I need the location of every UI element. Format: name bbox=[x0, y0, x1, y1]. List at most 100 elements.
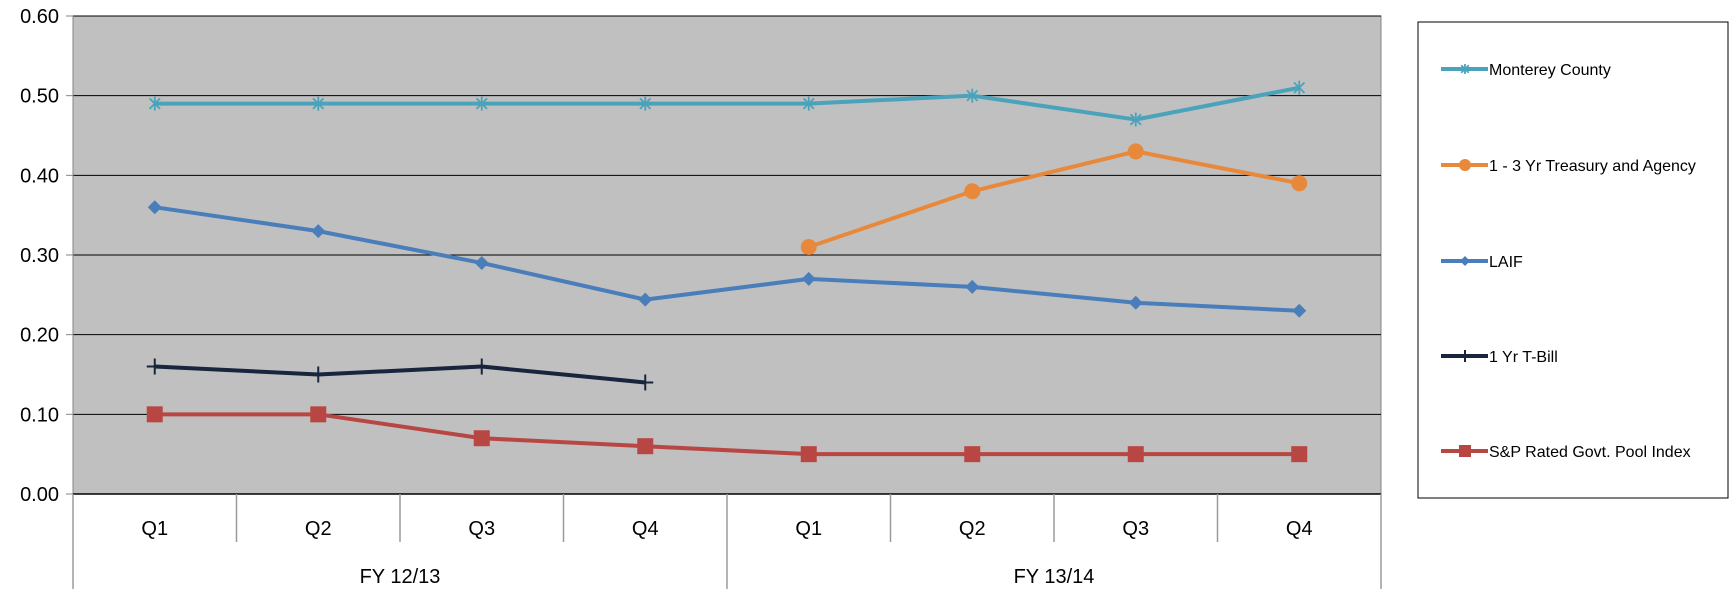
marker-circle bbox=[964, 183, 981, 200]
data-point bbox=[148, 96, 161, 111]
data-point bbox=[966, 88, 979, 103]
legend-marker bbox=[1460, 256, 1470, 266]
data-point bbox=[147, 200, 162, 215]
data-point bbox=[638, 292, 653, 307]
data-point bbox=[964, 183, 981, 200]
data-point bbox=[146, 406, 163, 423]
marker-square bbox=[310, 406, 327, 423]
marker-diamond bbox=[311, 224, 326, 239]
legend-item: Monterey County bbox=[1441, 62, 1611, 79]
data-point bbox=[475, 96, 488, 111]
data-point bbox=[637, 374, 654, 391]
data-point bbox=[637, 438, 654, 455]
marker-diamond bbox=[801, 271, 816, 286]
y-tick-label: 0.50 bbox=[20, 86, 59, 108]
data-point bbox=[639, 96, 652, 111]
data-point bbox=[801, 271, 816, 286]
series-line bbox=[808, 149, 1300, 249]
legend-item: 1 Yr T-Bill bbox=[1441, 349, 1558, 366]
y-tick-label: 0.10 bbox=[20, 404, 59, 426]
marker-diamond bbox=[638, 292, 653, 307]
marker-diamond bbox=[147, 200, 162, 215]
data-point bbox=[146, 358, 163, 375]
x-tick-label: Q3 bbox=[1122, 518, 1149, 540]
x-tick-label: Q2 bbox=[305, 518, 332, 540]
marker-diamond bbox=[1128, 295, 1143, 310]
data-point bbox=[800, 446, 817, 463]
legend-item: S&P Rated Govt. Pool Index bbox=[1441, 444, 1691, 461]
axes: 0.00 0.10 0.20 0.30 0.40 0.50 0.60 Q1 Q2 Q3 Q4 Q1 Q2… bbox=[20, 6, 1382, 589]
legend: Monterey County 1 - 3 Yr Treasury and Age… bbox=[1417, 21, 1729, 499]
marker-circle bbox=[1291, 175, 1308, 192]
series-group bbox=[146, 80, 1308, 463]
legend-item: 1 - 3 Yr Treasury and Agency bbox=[1441, 158, 1696, 175]
marker-diamond bbox=[965, 279, 980, 294]
data-point bbox=[473, 358, 490, 375]
data-point bbox=[965, 279, 980, 294]
x-group-label: FY 13/14 bbox=[1014, 566, 1095, 588]
data-point bbox=[310, 406, 327, 423]
series-3 bbox=[146, 358, 654, 391]
x-tick-label: Q1 bbox=[795, 518, 822, 540]
marker-square bbox=[146, 406, 163, 423]
legend-item: LAIF bbox=[1441, 254, 1523, 271]
plot-area bbox=[72, 15, 1382, 495]
legend-marker bbox=[1460, 64, 1470, 74]
data-point bbox=[800, 239, 817, 256]
series-0 bbox=[148, 80, 1306, 127]
data-point bbox=[473, 430, 490, 447]
marker-square bbox=[800, 446, 817, 463]
legend-marker bbox=[1459, 445, 1471, 457]
data-point bbox=[311, 224, 326, 239]
y-tick-label: 0.30 bbox=[20, 245, 59, 267]
marker-diamond bbox=[474, 255, 489, 270]
legend-label: S&P Rated Govt. Pool Index bbox=[1489, 444, 1691, 461]
series-line bbox=[154, 412, 1300, 457]
marker-diamond bbox=[1292, 303, 1307, 318]
data-point bbox=[1292, 303, 1307, 318]
marker-square bbox=[964, 446, 981, 463]
marker-square bbox=[637, 438, 654, 455]
data-point bbox=[1291, 175, 1308, 192]
legend-label: LAIF bbox=[1489, 254, 1523, 271]
x-tick-label: Q3 bbox=[468, 518, 495, 540]
marker-diamond bbox=[1460, 256, 1470, 266]
marker-circle bbox=[1459, 159, 1471, 171]
legend-label: Monterey County bbox=[1489, 62, 1611, 79]
y-tick-label: 0.00 bbox=[20, 484, 59, 506]
x-tick-label: Q2 bbox=[959, 518, 986, 540]
data-point bbox=[1291, 446, 1308, 463]
marker-square bbox=[473, 430, 490, 447]
data-point bbox=[1128, 295, 1143, 310]
legend-label: 1 - 3 Yr Treasury and Agency bbox=[1489, 158, 1696, 175]
series-line bbox=[154, 205, 1300, 313]
series-4 bbox=[146, 406, 1308, 463]
data-point bbox=[1127, 143, 1144, 160]
series-line bbox=[154, 364, 646, 385]
marker-square bbox=[1291, 446, 1308, 463]
x-tick-label: Q4 bbox=[632, 518, 659, 540]
data-point bbox=[1129, 112, 1142, 127]
y-tick-label: 0.40 bbox=[20, 165, 59, 187]
x-tick-label: Q4 bbox=[1286, 518, 1313, 540]
data-point bbox=[802, 96, 815, 111]
data-point bbox=[1293, 80, 1306, 95]
data-point bbox=[1127, 446, 1144, 463]
data-point bbox=[474, 255, 489, 270]
marker-circle bbox=[1127, 143, 1144, 160]
series-line bbox=[154, 85, 1300, 122]
legend-label: 1 Yr T-Bill bbox=[1489, 349, 1558, 366]
x-group-label: FY 12/13 bbox=[360, 566, 441, 588]
data-point bbox=[964, 446, 981, 463]
x-tick-label: Q1 bbox=[141, 518, 168, 540]
marker-circle bbox=[800, 239, 817, 256]
series-2 bbox=[147, 200, 1307, 318]
series-1 bbox=[800, 143, 1308, 256]
y-tick-label: 0.20 bbox=[20, 325, 59, 347]
legend-marker bbox=[1459, 159, 1471, 171]
marker-square bbox=[1127, 446, 1144, 463]
legend-marker bbox=[1459, 350, 1471, 362]
y-tick-label: 0.60 bbox=[20, 6, 59, 28]
